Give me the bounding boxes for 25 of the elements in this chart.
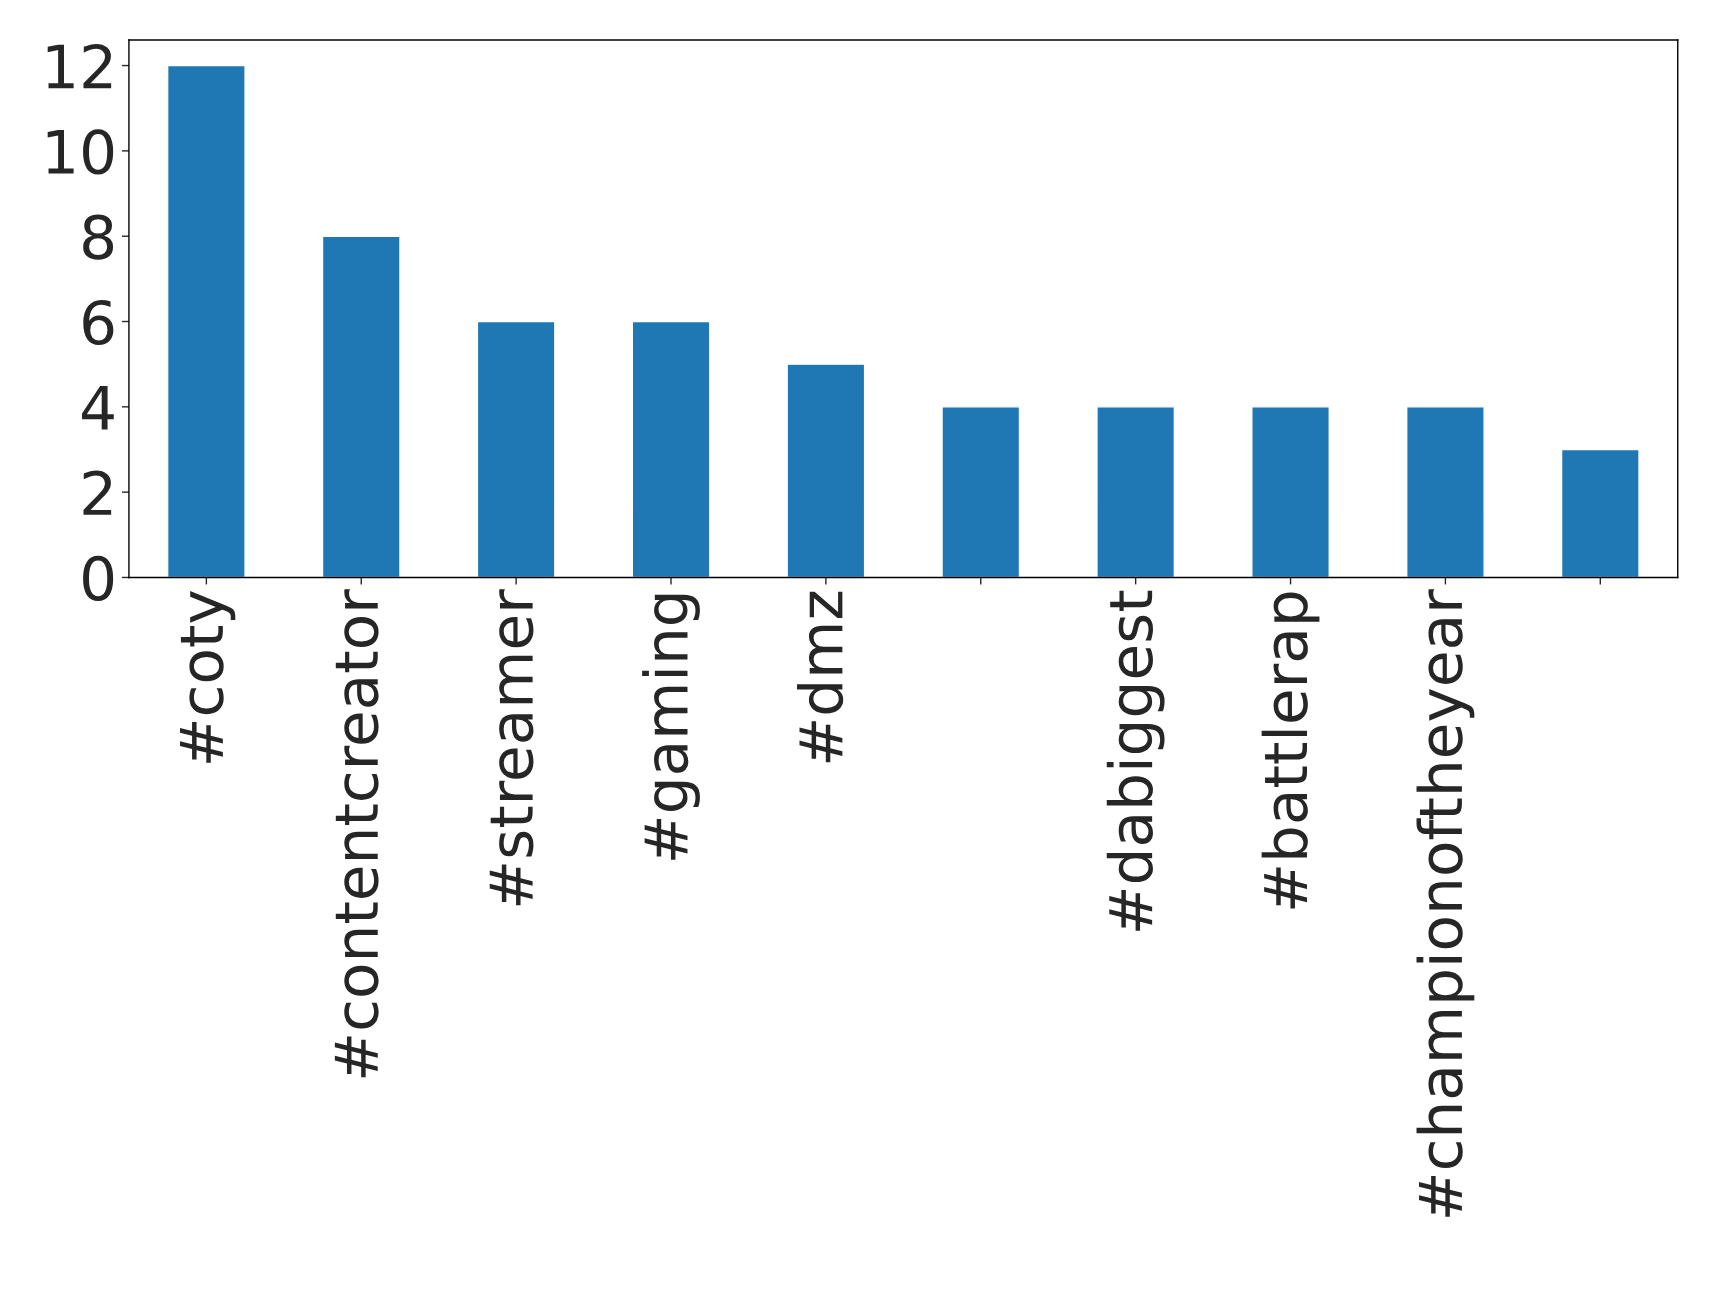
- x-tick-label: #battlerap: [1261, 592, 1320, 909]
- x-tick-label: #dabiggest: [1106, 590, 1165, 931]
- y-tick-label: 2: [83, 470, 112, 515]
- y-tick-label: 8: [83, 214, 114, 260]
- bar: [476, 320, 556, 578]
- bar: [786, 363, 866, 578]
- bar: [166, 64, 246, 578]
- x-tick-label: #coty: [179, 591, 236, 763]
- bar: [1560, 448, 1640, 578]
- x-tick-label: #gaming: [642, 594, 700, 860]
- bar: [1406, 406, 1485, 578]
- y-tick-label: 4: [82, 385, 114, 430]
- bar: [321, 235, 401, 578]
- bar: [1096, 406, 1176, 578]
- bar: [941, 406, 1021, 578]
- x-tick-label: #streamer: [489, 589, 534, 906]
- y-tick-label: 10: [47, 129, 114, 175]
- x-tick-label: #dmz: [796, 591, 844, 763]
- y-tick-label: 0: [83, 555, 114, 602]
- y-tick-label: 12: [47, 43, 112, 89]
- x-tick-label: #championoftheyear: [1416, 589, 1475, 1217]
- bar: [631, 320, 711, 578]
- y-tick-label: 6: [83, 299, 114, 346]
- x-tick-label: #contentcreator: [334, 589, 379, 1078]
- bar: [1251, 406, 1330, 578]
